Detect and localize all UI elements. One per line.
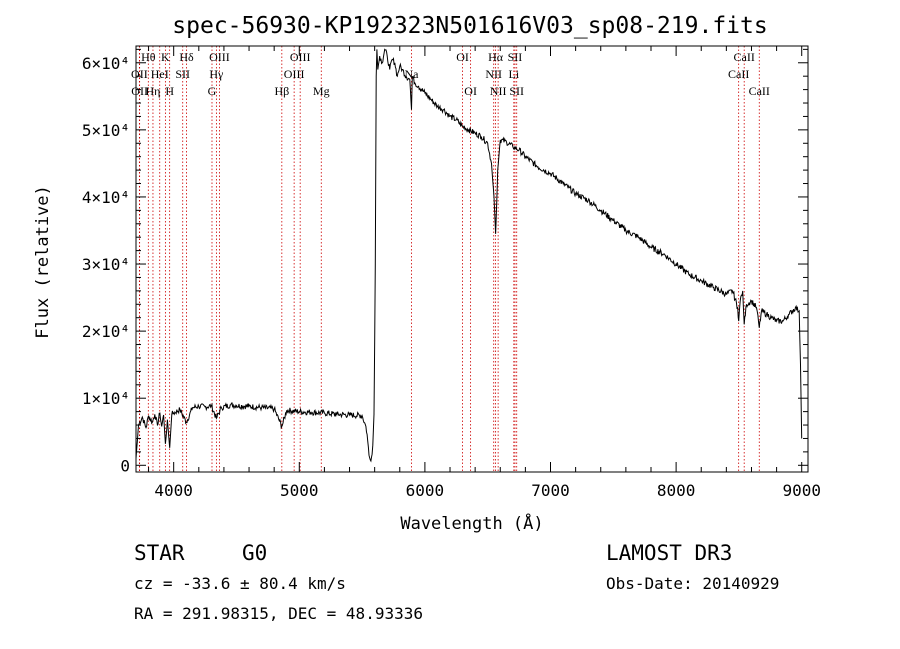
line-marker-label: OII (131, 67, 148, 81)
line-marker-label: Hη (145, 84, 160, 98)
line-marker-label: Li (508, 67, 519, 81)
y-tick-label: 5×10⁴ (82, 121, 130, 140)
line-marker-label: Hγ (209, 67, 224, 81)
line-marker-label: Hα (488, 50, 504, 64)
line-marker-label: HeI (151, 67, 169, 81)
line-marker-label: CaII (728, 67, 749, 81)
line-marker-label: SII (508, 50, 523, 64)
line-marker-label: Hβ (274, 84, 289, 98)
obs-date: Obs-Date: 20140929 (606, 574, 780, 593)
y-axis-label: Flux (relative) (33, 185, 53, 339)
line-marker-label: NII (490, 84, 507, 98)
line-marker-label: Mg (313, 84, 330, 98)
line-marker-label: OI (464, 84, 477, 98)
x-tick-label: 6000 (406, 481, 445, 500)
chart-title: spec-56930-KP192323N501616V03_sp08-219.f… (172, 13, 767, 39)
line-marker-label: OIII (290, 50, 311, 64)
y-tick-label: 1×10⁴ (82, 389, 130, 408)
line-markers (138, 46, 760, 472)
line-marker-label: H (165, 84, 174, 98)
line-marker-label: OI (456, 50, 469, 64)
line-marker-label: NII (485, 67, 502, 81)
object-class: STAR (134, 541, 185, 565)
line-marker-label: SII (175, 67, 190, 81)
y-axis: 0 1×10⁴ 2×10⁴ 3×10⁴ 4×10⁴ 5×10⁴ 6×10⁴ (82, 48, 808, 475)
line-marker-label: OIII (284, 67, 305, 81)
object-subclass: G0 (242, 541, 268, 565)
x-axis: 4000 5000 6000 7000 8000 9000 (148, 46, 821, 500)
line-marker-label: OII (131, 84, 148, 98)
line-marker-label: Hθ (141, 50, 156, 64)
line-marker-label: Hδ (179, 50, 194, 64)
x-tick-label: 8000 (657, 481, 696, 500)
x-tick-label: 5000 (280, 481, 319, 500)
coordinates: RA = 291.98315, DEC = 48.93336 (134, 604, 423, 623)
x-axis-label: Wavelength (Å) (400, 512, 543, 534)
x-tick-label: 9000 (782, 481, 821, 500)
y-tick-label: 2×10⁴ (82, 322, 130, 341)
plot-frame (135, 45, 809, 473)
y-tick-label: 3×10⁴ (82, 255, 130, 274)
y-tick-label: 0 (120, 456, 130, 475)
line-marker-label: CaII (749, 84, 770, 98)
line-marker-label: CaII (734, 50, 755, 64)
line-marker-label: Na (404, 67, 419, 81)
spectrum-line (135, 48, 803, 463)
survey-name: LAMOST DR3 (606, 541, 733, 565)
y-tick-label: 4×10⁴ (82, 188, 130, 207)
line-marker-label: G (208, 84, 217, 98)
x-tick-label: 7000 (531, 481, 570, 500)
line-marker-label: K (161, 50, 170, 64)
redshift-readout: cz = -33.6 ± 80.4 km/s (134, 574, 346, 593)
line-marker-label: OIII (209, 50, 230, 64)
y-tick-label: 6×10⁴ (82, 54, 130, 73)
x-tick-label: 4000 (154, 481, 193, 500)
line-marker-label: SII (509, 84, 524, 98)
